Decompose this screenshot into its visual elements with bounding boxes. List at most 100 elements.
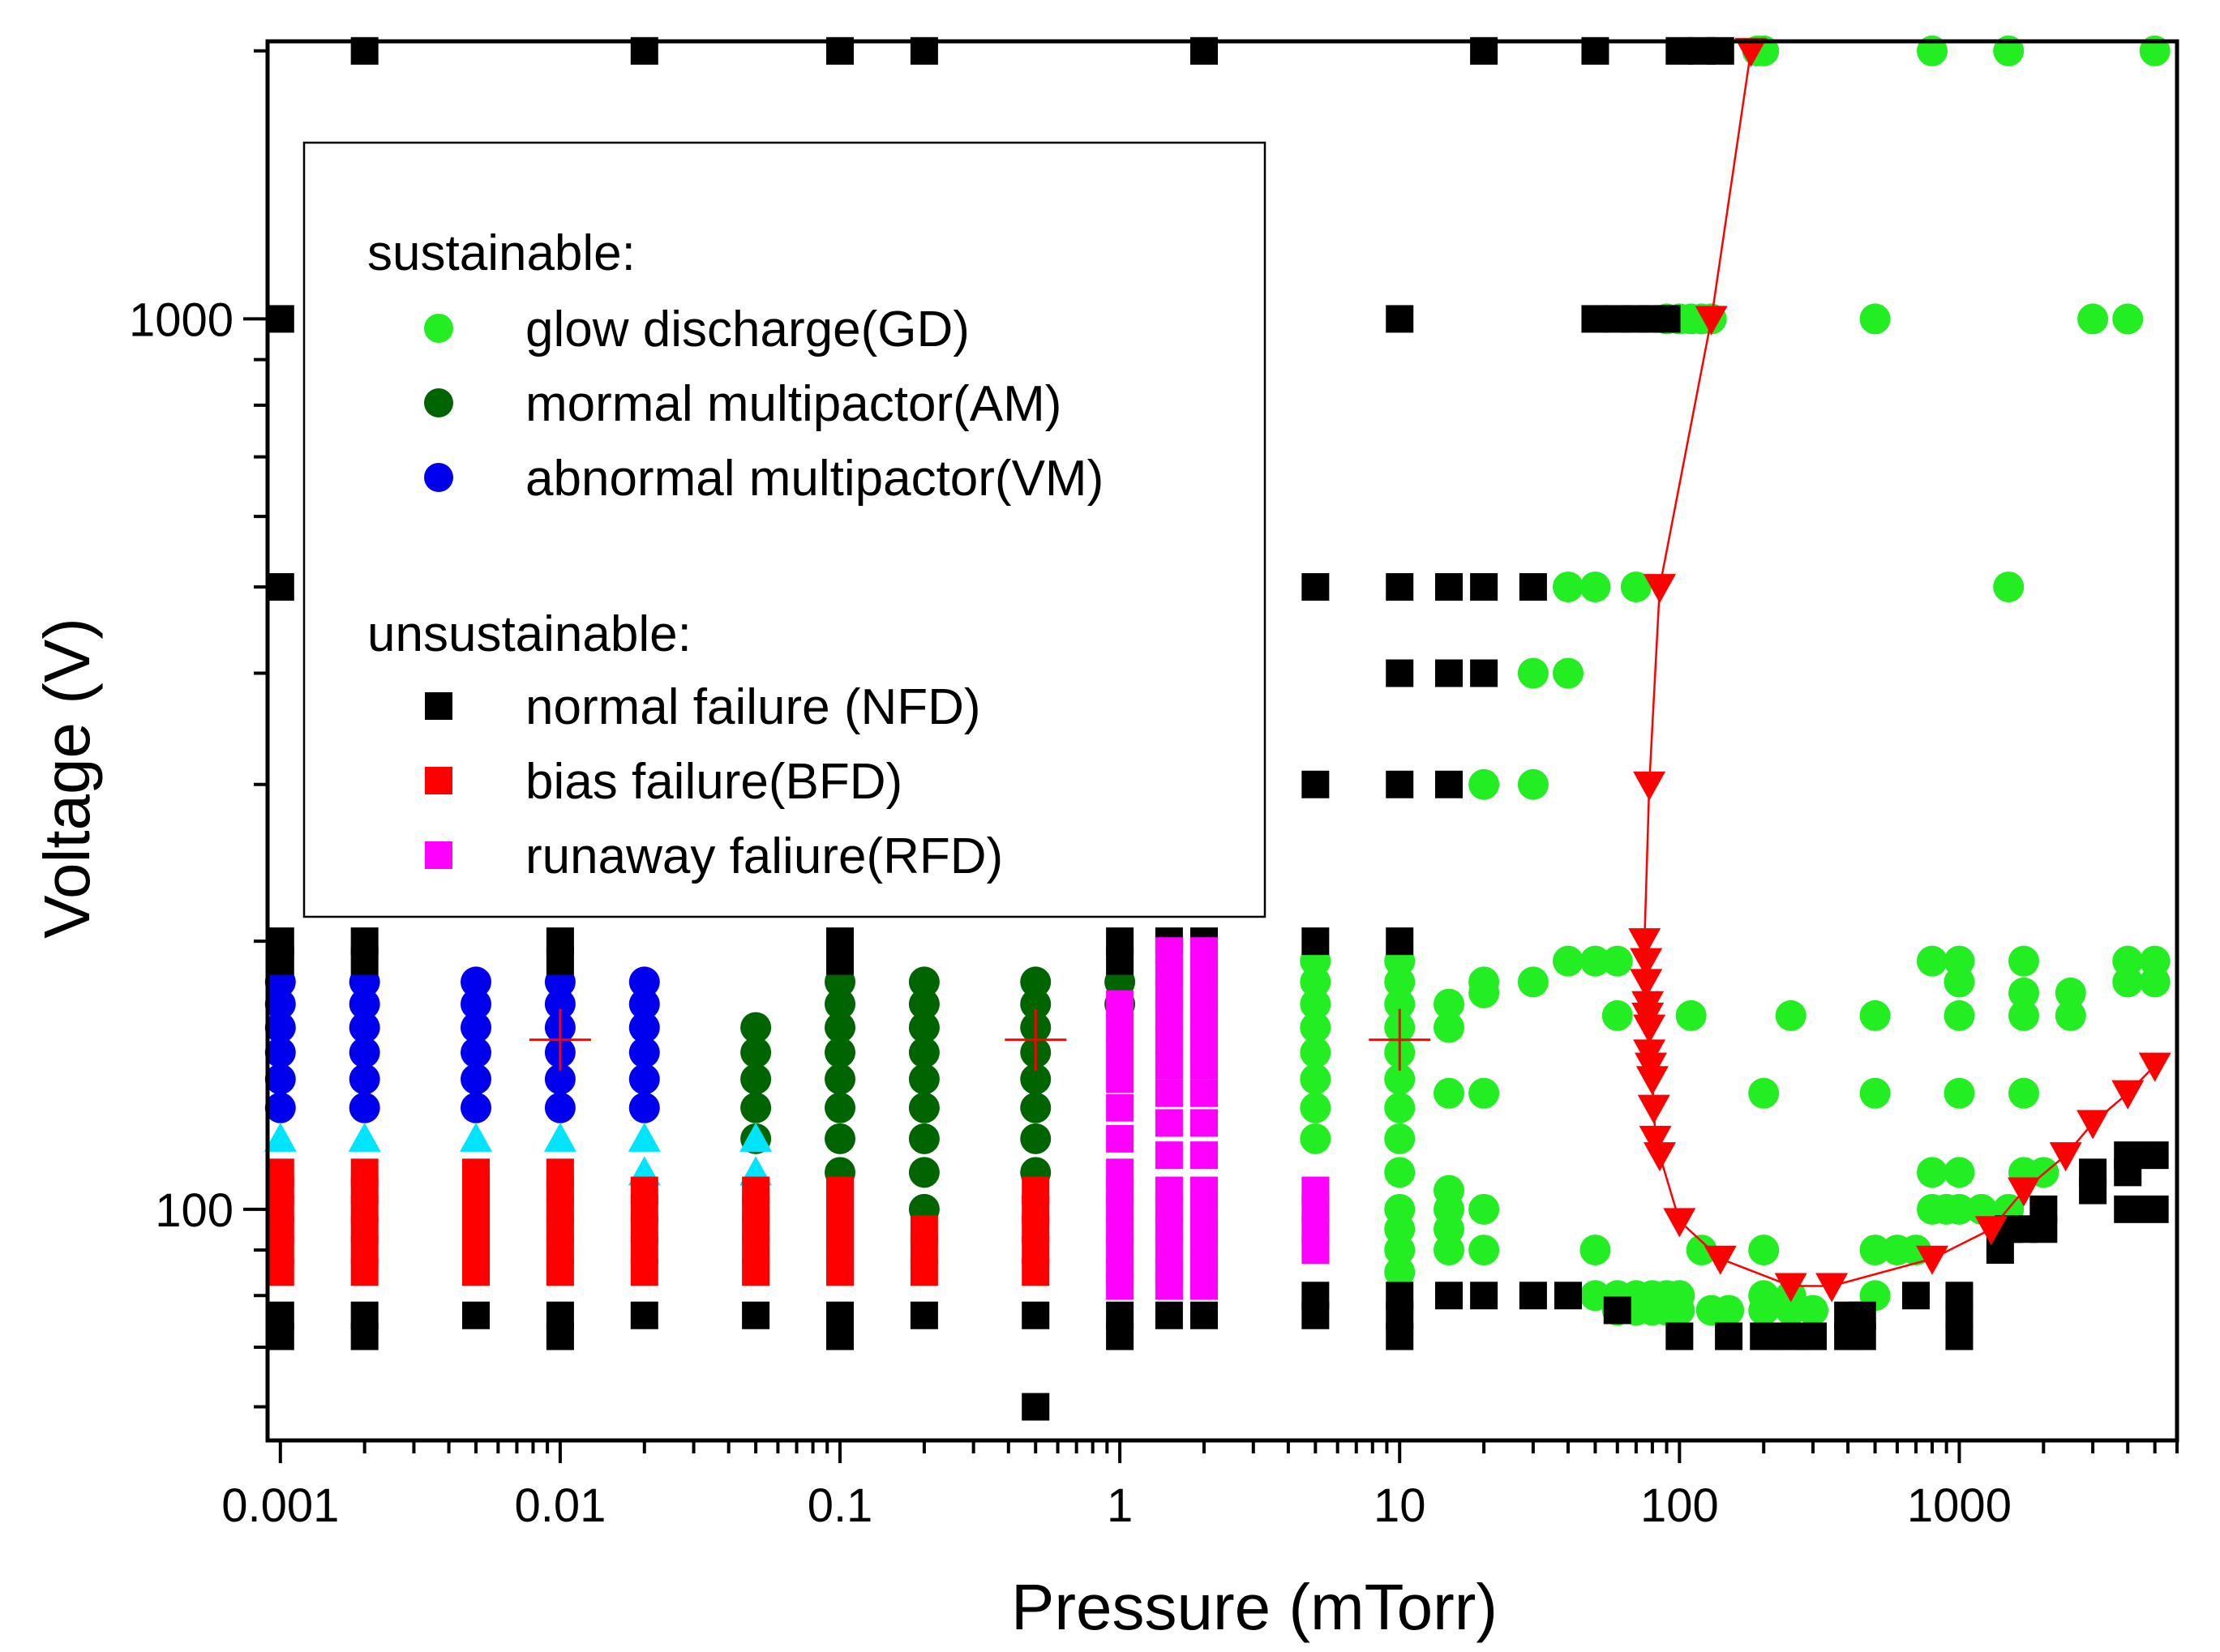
data-point <box>1686 1235 1717 1266</box>
data-point <box>1106 1124 1134 1153</box>
x-tick-label: 100 <box>1640 1479 1719 1532</box>
data-point <box>1519 573 1547 601</box>
data-point <box>1020 1123 1052 1154</box>
data-point <box>1620 571 1652 603</box>
data-point <box>1859 1235 1891 1266</box>
data-point <box>2008 945 2039 977</box>
data-point <box>630 1301 658 1329</box>
legend-label-bfd: bias failure(BFD) <box>525 754 902 810</box>
data-point <box>461 1092 492 1123</box>
data-point <box>628 1037 660 1068</box>
legend-marker-vm <box>424 463 453 492</box>
x-tick-label: 0.01 <box>514 1479 606 1532</box>
legend-label-nfd: normal failure (NFD) <box>525 679 981 735</box>
data-point <box>543 1122 576 1152</box>
data-point <box>2139 966 2171 998</box>
data-point <box>1637 1094 1670 1124</box>
data-point <box>825 1123 856 1154</box>
data-point <box>544 988 576 1020</box>
data-point <box>825 1012 856 1043</box>
data-point <box>1384 1123 1416 1154</box>
data-point <box>1652 305 1681 333</box>
data-point <box>1553 571 1584 603</box>
data-point <box>1155 1051 1183 1080</box>
data-point <box>1553 657 1584 689</box>
data-point <box>628 1064 660 1095</box>
data-point <box>2114 1195 2142 1223</box>
data-point <box>908 1037 940 1068</box>
data-point <box>1301 770 1330 798</box>
data-point <box>1917 1157 1948 1188</box>
data-point <box>1639 1125 1672 1155</box>
data-point <box>1435 573 1464 601</box>
data-point <box>544 1092 576 1123</box>
data-point <box>1601 999 1633 1031</box>
data-point <box>1386 659 1414 687</box>
data-point <box>1106 990 1134 1018</box>
data-point <box>1519 1282 1547 1310</box>
data-point <box>1944 999 1975 1031</box>
data-point <box>1020 1064 1052 1095</box>
data-point <box>1944 1193 1975 1225</box>
data-point <box>1155 1025 1183 1054</box>
data-point <box>1579 945 1611 977</box>
data-point <box>1301 573 1330 601</box>
legend-marker-nfd <box>425 692 452 720</box>
data-point <box>1944 945 1975 977</box>
data-point <box>264 1064 296 1095</box>
data-point <box>1944 1157 1975 1188</box>
data-point <box>461 966 492 998</box>
data-point <box>1603 1296 1631 1325</box>
data-point <box>1663 1208 1696 1238</box>
data-point <box>1300 1123 1331 1154</box>
data-point <box>1434 988 1465 1020</box>
data-point <box>1468 1193 1500 1225</box>
data-point <box>461 1037 492 1068</box>
data-point <box>1300 966 1331 998</box>
data-point <box>1190 1141 1219 1170</box>
data-point <box>461 1064 492 1095</box>
data-point <box>1190 1109 1219 1137</box>
series-rfd <box>1106 937 1330 1300</box>
data-point <box>1748 1077 1780 1109</box>
data-point <box>2114 1141 2142 1170</box>
data-point <box>2141 1141 2169 1170</box>
data-point <box>349 1012 380 1043</box>
data-point <box>1190 1272 1219 1300</box>
data-point <box>462 1258 491 1286</box>
data-point <box>826 1258 855 1286</box>
data-point <box>2111 1080 2145 1110</box>
legend-marker-bfd <box>425 767 452 794</box>
data-point <box>1553 945 1584 977</box>
data-point <box>1155 1141 1183 1170</box>
data-point <box>1748 1235 1780 1266</box>
data-point <box>1106 947 1134 975</box>
legend-heading-unsustainable: unsustainable: <box>367 606 692 662</box>
data-point <box>264 1122 297 1152</box>
data-point <box>1190 1079 1219 1107</box>
series-breakdown-curve <box>1628 37 2171 1303</box>
data-point <box>2008 977 2039 1008</box>
data-point <box>1630 969 1663 999</box>
data-point <box>1774 1273 1807 1303</box>
data-point <box>1468 1077 1500 1109</box>
data-point <box>264 988 296 1020</box>
data-point <box>1665 1322 1694 1350</box>
data-point <box>1434 1012 1465 1043</box>
data-point <box>2055 999 2086 1031</box>
data-point <box>1384 1064 1416 1095</box>
legend: sustainable: glow discharge(GD) mormal m… <box>302 141 1266 918</box>
data-point <box>1300 1012 1331 1043</box>
data-point <box>350 947 379 975</box>
data-point <box>1468 977 1500 1008</box>
data-point <box>908 988 940 1020</box>
data-point <box>1369 1008 1431 1071</box>
data-point <box>266 573 294 601</box>
data-point <box>1750 1322 1778 1350</box>
data-point <box>544 1064 576 1095</box>
data-point <box>1859 1077 1891 1109</box>
x-axis-title: Pressure (mTorr) <box>1011 1571 1498 1643</box>
data-point <box>1190 1051 1219 1080</box>
data-point <box>546 1258 574 1286</box>
data-point <box>908 1123 940 1154</box>
